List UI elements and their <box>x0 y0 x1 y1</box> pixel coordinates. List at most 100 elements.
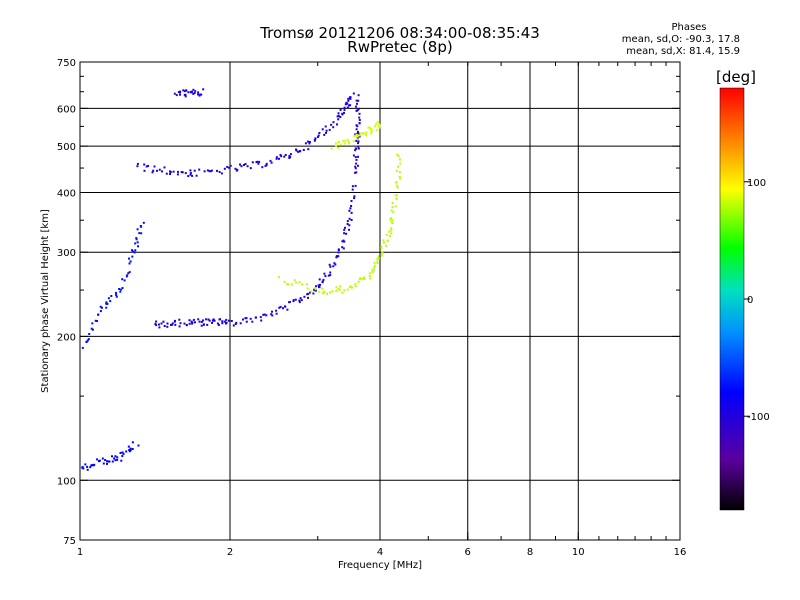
stats-heading: Phases <box>671 22 707 33</box>
data-point <box>184 95 187 98</box>
data-point <box>372 269 375 272</box>
data-point <box>347 142 350 145</box>
data-point <box>304 142 307 145</box>
data-point <box>175 94 178 97</box>
data-point <box>246 165 249 168</box>
data-point <box>394 194 397 197</box>
data-point <box>371 271 374 274</box>
data-point <box>324 275 327 278</box>
data-point <box>265 162 268 165</box>
data-point <box>275 312 278 315</box>
data-point <box>232 324 235 327</box>
data-point <box>271 314 274 317</box>
data-point <box>174 319 176 322</box>
colorbar-tick-label: -100 <box>747 412 770 423</box>
data-point <box>283 155 286 158</box>
data-point <box>390 209 393 212</box>
data-point <box>349 97 352 100</box>
data-point <box>162 320 165 323</box>
data-point <box>202 88 205 91</box>
data-point <box>121 278 124 281</box>
data-point <box>81 346 84 349</box>
data-point <box>334 263 337 266</box>
data-point <box>245 320 248 323</box>
data-point <box>357 138 359 141</box>
x-tick-label: 2 <box>227 547 233 558</box>
data-point <box>134 249 137 252</box>
data-point <box>100 306 103 309</box>
data-point <box>356 102 358 105</box>
data-point <box>318 286 321 289</box>
data-point <box>115 293 118 296</box>
data-point <box>275 309 278 312</box>
y-tick-label: 100 <box>57 476 76 487</box>
data-point <box>307 292 310 295</box>
data-point <box>143 163 146 166</box>
data-point <box>187 91 190 94</box>
data-point <box>395 194 398 197</box>
data-point <box>197 93 200 96</box>
data-point <box>188 319 191 322</box>
data-point <box>225 318 228 321</box>
data-point <box>223 167 226 170</box>
data-point <box>209 170 212 173</box>
data-point <box>170 323 172 326</box>
data-point <box>128 271 131 274</box>
data-point <box>198 168 201 171</box>
data-point <box>343 111 345 114</box>
data-point <box>318 278 321 281</box>
data-point <box>389 218 392 221</box>
data-point <box>185 324 188 327</box>
data-point <box>104 459 107 461</box>
data-point <box>390 227 393 230</box>
data-point <box>350 200 353 202</box>
data-point <box>339 143 342 146</box>
data-point <box>321 280 324 283</box>
data-point <box>322 278 325 281</box>
data-point <box>345 232 348 235</box>
data-point <box>349 207 352 210</box>
data-point <box>189 172 192 175</box>
data-point <box>261 166 264 169</box>
data-point <box>319 283 321 286</box>
data-point <box>128 262 131 265</box>
data-point <box>119 452 122 454</box>
data-point <box>118 288 121 290</box>
data-point <box>265 314 268 317</box>
data-point <box>294 298 297 301</box>
data-point <box>111 455 113 458</box>
data-point <box>332 126 335 129</box>
data-point <box>244 163 247 165</box>
data-point <box>358 119 361 121</box>
data-point <box>318 290 321 293</box>
data-point <box>116 458 119 461</box>
data-point <box>308 141 311 143</box>
y-tick-label: 75 <box>63 536 76 547</box>
data-point <box>113 457 116 460</box>
y-tick-label: 600 <box>57 104 76 115</box>
data-point <box>129 260 132 263</box>
data-point <box>200 93 203 96</box>
data-point <box>388 235 391 238</box>
data-point <box>365 134 368 137</box>
data-point <box>357 280 360 283</box>
data-point <box>96 320 98 322</box>
data-point <box>282 307 284 310</box>
data-point <box>206 323 209 326</box>
data-point <box>147 164 150 167</box>
data-point <box>202 323 205 326</box>
data-point <box>306 287 309 290</box>
data-point <box>329 274 332 277</box>
data-point <box>394 205 397 208</box>
data-point <box>330 147 333 150</box>
data-point <box>369 132 372 135</box>
data-point <box>287 283 290 286</box>
data-point <box>86 465 89 468</box>
data-point <box>125 450 128 453</box>
colorbar-tick-label: 100 <box>747 178 766 189</box>
data-point <box>158 168 161 171</box>
data-point <box>327 274 330 277</box>
data-point <box>364 133 367 136</box>
data-point <box>292 300 295 303</box>
data-point <box>226 165 229 168</box>
